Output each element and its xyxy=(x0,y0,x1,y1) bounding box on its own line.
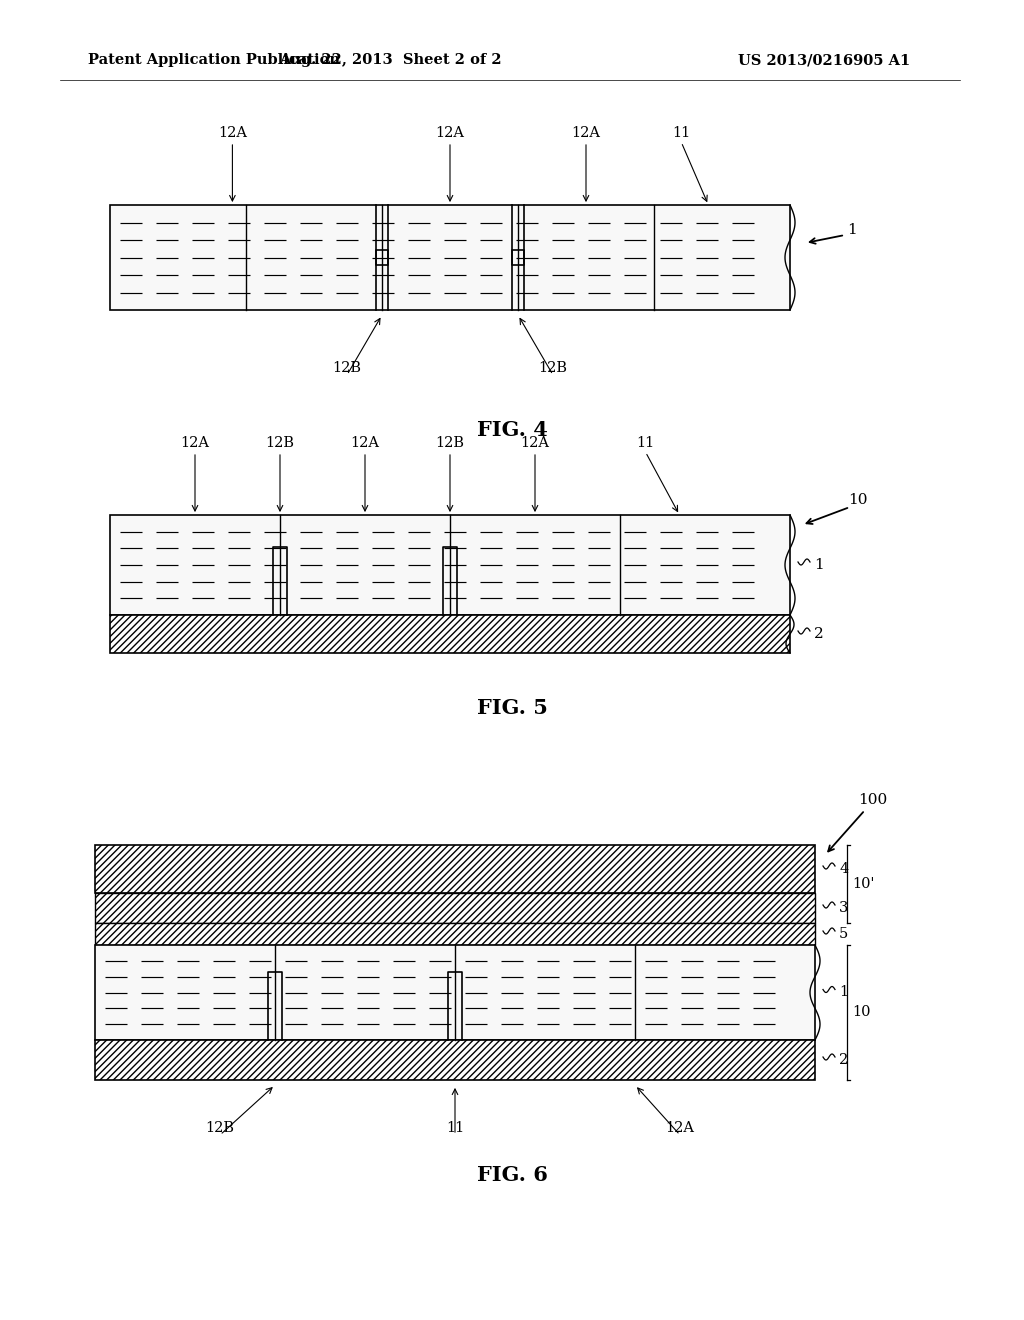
Text: 12B: 12B xyxy=(265,436,295,450)
Text: 2: 2 xyxy=(814,627,823,642)
Text: 1: 1 xyxy=(814,558,823,572)
Text: 10: 10 xyxy=(848,492,867,507)
Text: 12B: 12B xyxy=(539,360,567,375)
Bar xyxy=(95,894,815,923)
Text: FIG. 4: FIG. 4 xyxy=(476,420,548,440)
Text: Patent Application Publication: Patent Application Publication xyxy=(88,53,340,67)
Text: 11: 11 xyxy=(445,1121,464,1135)
Bar xyxy=(110,615,790,653)
Text: 2: 2 xyxy=(839,1053,848,1067)
Text: 12A: 12A xyxy=(435,125,465,140)
Text: FIG. 5: FIG. 5 xyxy=(476,698,548,718)
Text: 5: 5 xyxy=(839,927,848,941)
Text: 12B: 12B xyxy=(333,360,361,375)
Text: 12A: 12A xyxy=(180,436,210,450)
Bar xyxy=(95,845,815,894)
Text: 12A: 12A xyxy=(218,125,247,140)
Text: 100: 100 xyxy=(858,793,888,807)
Text: 12A: 12A xyxy=(520,436,550,450)
Text: 1: 1 xyxy=(847,223,857,238)
Text: 12B: 12B xyxy=(206,1121,234,1135)
Bar xyxy=(110,205,790,310)
Bar xyxy=(110,515,790,615)
Text: 11: 11 xyxy=(672,125,690,140)
Text: 3: 3 xyxy=(839,902,848,915)
Text: 12A: 12A xyxy=(350,436,380,450)
Text: US 2013/0216905 A1: US 2013/0216905 A1 xyxy=(738,53,910,67)
Text: Aug. 22, 2013  Sheet 2 of 2: Aug. 22, 2013 Sheet 2 of 2 xyxy=(279,53,502,67)
Text: 10: 10 xyxy=(852,1006,870,1019)
Text: 12A: 12A xyxy=(571,125,600,140)
Text: 1: 1 xyxy=(839,986,848,999)
Text: 11: 11 xyxy=(636,436,654,450)
Text: 12B: 12B xyxy=(435,436,465,450)
Text: FIG. 6: FIG. 6 xyxy=(476,1166,548,1185)
Text: 12A: 12A xyxy=(666,1121,694,1135)
Bar xyxy=(95,945,815,1040)
Bar xyxy=(95,1040,815,1080)
Text: 4: 4 xyxy=(839,862,848,876)
Bar xyxy=(95,923,815,945)
Text: 10': 10' xyxy=(852,876,874,891)
